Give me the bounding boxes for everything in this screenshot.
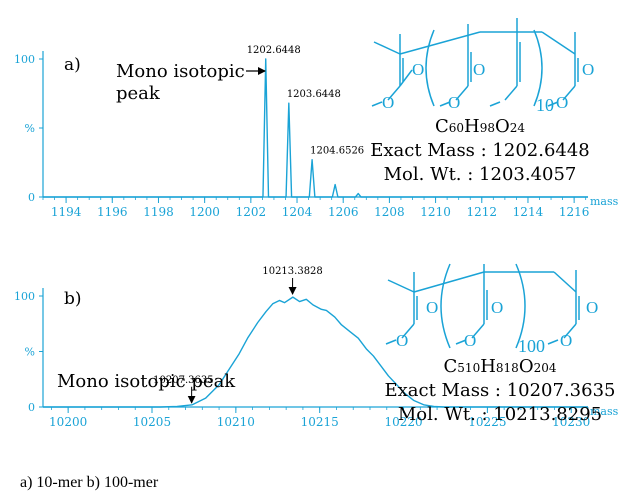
panel-b-label: b) (64, 289, 82, 309)
panel-a-ester-o-3: O (556, 93, 568, 112)
y-tick-label: % (25, 346, 35, 359)
panel-a-structure: O O O O O O 10 (371, 18, 594, 115)
panel-b-exact-mass: Exact Mass : 10207.3635 (385, 380, 616, 401)
x-tick-label: 10230 (552, 415, 590, 429)
x-tick-label: 1196 (97, 205, 128, 219)
x-tick-label: 1216 (559, 205, 590, 219)
panel-a-formula: C60H98O24 (435, 116, 525, 137)
x-tick-label: 10200 (49, 415, 87, 429)
y-tick-label: % (25, 122, 35, 135)
y-tick-label: 100 (14, 290, 35, 303)
panel-a-ester-o-1: O (382, 93, 394, 112)
panel-a-carbonyl-o-2: O (473, 60, 485, 79)
x-tick-label: 10225 (468, 415, 506, 429)
y-tick-label: 100 (14, 53, 35, 66)
x-tick-label: 1194 (51, 205, 82, 219)
panel-b-trace-layer (43, 296, 588, 408)
x-tick-label: 10220 (384, 415, 422, 429)
panel-a-label: a) (64, 55, 81, 75)
panel-a-carbonyl-o-3: O (582, 60, 594, 79)
x-tick-label: 10215 (301, 415, 339, 429)
panel-b-repeat-count: 100 (518, 336, 545, 356)
x-tick-label: 10210 (217, 415, 255, 429)
panel-a-trace-layer (43, 58, 588, 198)
spectrum-trace (43, 296, 588, 408)
panel-b-formula: C510H818O204 (444, 356, 557, 377)
panel-a-ester-o-2: O (448, 93, 460, 112)
panel-b-carbonyl-o-3: O (586, 298, 598, 317)
peak-label: 1202.6448 (247, 45, 301, 56)
panel-b-ester-o-2: O (464, 331, 476, 350)
x-tick-label: 1206 (328, 205, 359, 219)
panel-a-repeat-count: 10 (536, 95, 554, 115)
peak-label: 1203.6448 (287, 89, 341, 100)
y-tick-label: 0 (28, 191, 35, 204)
panel-b-formula-h: 818 (496, 361, 519, 375)
panel-a-mol-wt: Mol. Wt. : 1203.4057 (384, 164, 577, 185)
x-tick-label: 1204 (282, 205, 313, 219)
panel-b-formula-o: 204 (534, 361, 557, 375)
panel-a: 0% 100 1194 1196 1198 1200 1202 1204 1206 1208 121… (14, 18, 619, 219)
panel-b-peak-labels: 10213.3828 10207.3635 (153, 266, 323, 404)
x-tick-label: 1210 (420, 205, 451, 219)
panel-a-formula-h: 98 (480, 121, 495, 135)
y-tick-label: 0 (28, 401, 35, 414)
panel-b-formula-c: 510 (457, 361, 480, 375)
panel-b-mol-wt: Mol. Wt. : 10213.8295 (398, 404, 602, 425)
peak-label: 1204.6526 (310, 146, 364, 157)
x-axis-label: mass (590, 405, 619, 418)
x-tick-label: 10205 (133, 415, 171, 429)
panel-b-axes: 0% 100 10200 10205 10210 10215 10220 10225 10230… (14, 288, 619, 429)
x-tick-label: 1198 (143, 205, 174, 219)
panel-a-formula-c: 60 (449, 121, 464, 135)
panel-a-annotation-line1: Mono isotopic (116, 61, 245, 82)
panel-a-annotation-line2: peak (116, 83, 161, 104)
spectrum-trace (43, 58, 588, 198)
x-tick-label: 1200 (189, 205, 220, 219)
panel-b-structure: O O O O O O 100 (385, 263, 598, 356)
panel-a-exact-mass: Exact Mass : 1202.6448 (370, 140, 590, 161)
x-axis-label: mass (590, 195, 619, 208)
panel-b-carbonyl-o-2: O (491, 298, 503, 317)
peak-label: 10207.3635 (153, 375, 213, 386)
peak-label: 10213.3828 (262, 266, 322, 277)
panel-b-annotation: Mono isotopic peak (57, 371, 236, 392)
panel-b-ester-o-3: O (560, 331, 572, 350)
x-tick-label: 1212 (466, 205, 497, 219)
panel-b-carbonyl-o-1: O (426, 298, 438, 317)
panel-a-formula-o: 24 (510, 121, 526, 135)
panel-b: 0% 100 10200 10205 10210 10215 10220 10225 10230… (14, 263, 619, 429)
panel-b-ester-o-1: O (396, 331, 408, 350)
figure-caption: a) 10-mer b) 100-mer (20, 474, 159, 491)
x-tick-label: 1202 (236, 205, 267, 219)
x-tick-label: 1214 (513, 205, 544, 219)
panel-a-axes: 0% 100 1194 1196 1198 1200 1202 1204 1206 1208 121… (14, 51, 619, 219)
x-tick-label: 1208 (374, 205, 405, 219)
panel-a-carbonyl-o-1: O (412, 60, 424, 79)
panel-a-peak-labels: 1202.6448 1203.6448 1204.6526 (247, 45, 364, 157)
